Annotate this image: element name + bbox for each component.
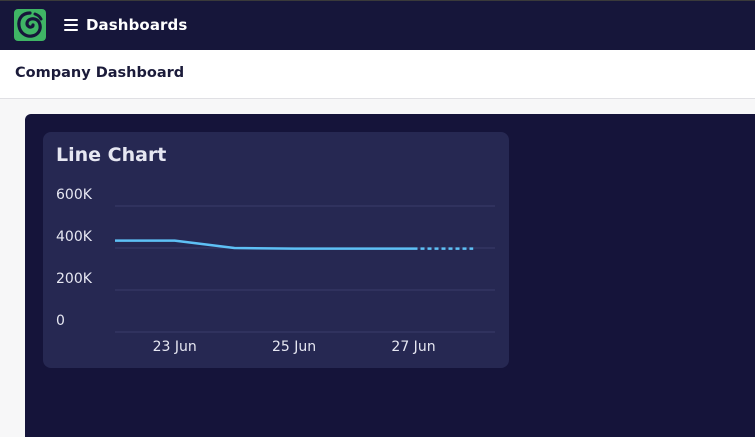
chart-card-title: Line Chart [56,144,167,166]
line-chart[interactable]: 600K 400K 200K 0 23 Jun 25 Jun 27 Jun [43,132,509,368]
line-chart-card[interactable]: Line Chart 600K 400K 200K 0 23 Jun 25 Jun 27 J… [43,132,509,368]
dashboard-header: Company Dashboard [0,50,755,99]
y-tick-label: 600K [56,187,93,203]
app-logo-icon[interactable] [14,9,46,41]
x-tick-label: 25 Jun [272,339,316,355]
y-tick-label: 0 [56,313,65,329]
x-tick-label: 23 Jun [153,339,197,355]
dashboard-canvas: Line Chart 600K 400K 200K 0 23 Jun 25 Jun 27 J… [25,114,755,437]
y-tick-label: 400K [56,229,93,245]
x-tick-label: 27 Jun [391,339,435,355]
page-title: Company Dashboard [15,65,185,81]
dashboards-menu-label: Dashboards [86,16,188,34]
top-navigation-bar: Dashboards [0,0,755,50]
hamburger-icon [64,19,78,31]
y-tick-label: 200K [56,271,93,287]
series-line-solid [115,239,414,250]
dashboards-menu-button[interactable]: Dashboards [64,13,187,37]
